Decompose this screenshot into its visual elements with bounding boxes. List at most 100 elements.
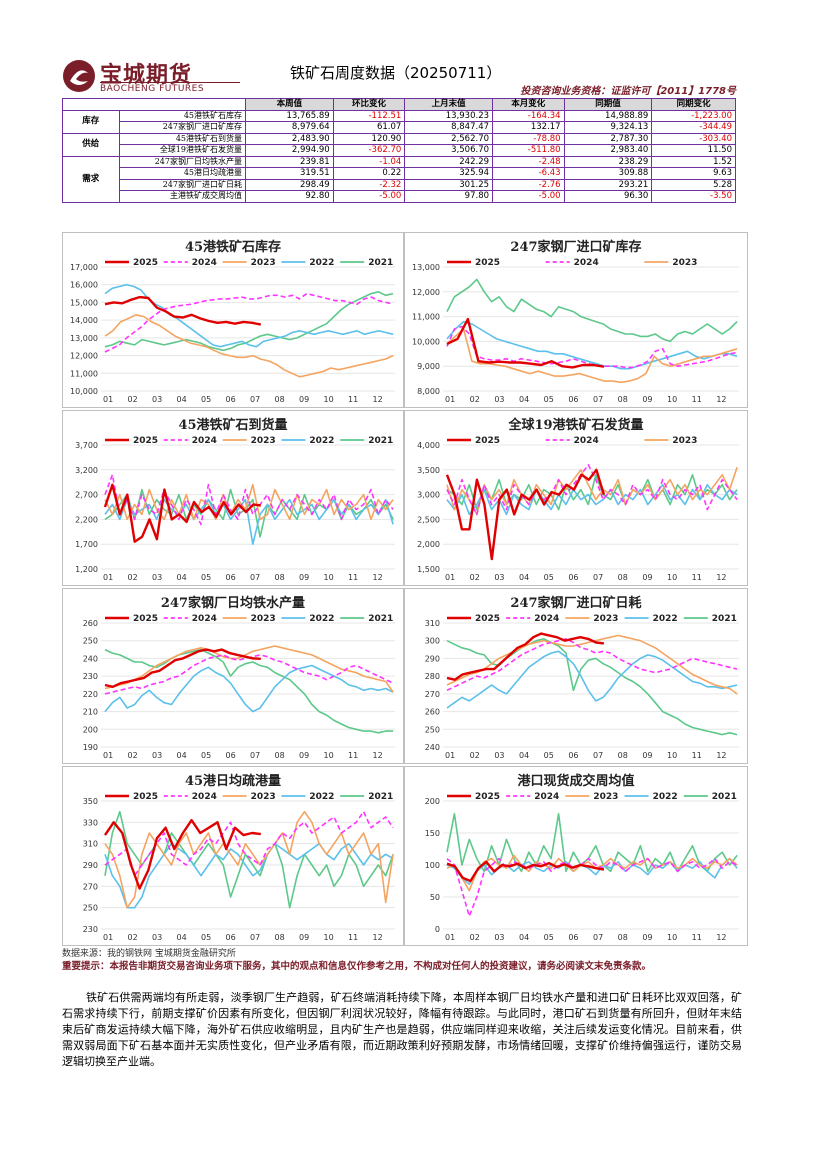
x-tick-label: 07 (250, 395, 260, 404)
legend-label: 2025 (133, 436, 158, 446)
table-cell: 239.81 (245, 155, 334, 168)
x-tick-label: 08 (618, 573, 628, 582)
x-tick-label: 05 (201, 573, 211, 582)
x-tick-label: 07 (593, 751, 603, 760)
x-tick-label: 02 (128, 933, 138, 942)
table-cell: 11.50 (651, 144, 736, 157)
x-tick-label: 08 (275, 933, 285, 942)
table-row: 247家钢厂进口矿库存 8,979.64 61.07 8,847.47 132.17 9,… (63, 121, 736, 134)
table-cell: 96.30 (563, 190, 653, 203)
x-tick-label: 06 (568, 395, 578, 404)
table-cell: -3.50 (651, 190, 736, 203)
table-cell: 13,765.89 (245, 109, 334, 122)
table-cell: 14,988.89 (563, 109, 653, 122)
x-tick-label: 04 (519, 751, 529, 760)
y-tick-label: 310 (425, 619, 440, 628)
series-line-2021 (446, 638, 738, 736)
legend-label: 2024 (534, 792, 559, 802)
table-cell: 97.80 (404, 190, 494, 203)
series-line-2021 (446, 278, 738, 343)
table-row: 需求 247家钢厂日均铁水产量 239.81 -1.04 242.29 -2.48 238.… (62, 155, 736, 203)
x-tick-label: 06 (568, 751, 578, 760)
table-cell: 61.07 (332, 121, 406, 134)
series-line-2024 (104, 810, 394, 877)
brand-divider (100, 82, 240, 83)
series-line-2023 (446, 854, 738, 892)
series-line-2024 (104, 292, 394, 353)
y-tick-label: 240 (83, 654, 98, 663)
table-row: 45港日均疏港量 319.51 0.22 325.94 -6.43 309.88 9.63 (63, 167, 736, 180)
y-tick-label: 3,200 (75, 466, 98, 475)
table-row: 全球19港铁矿石发货量 2,994.90 -362.70 3,506.70 -511.8… (63, 144, 736, 157)
series-line-2025 (445, 468, 606, 561)
x-tick-label: 06 (226, 395, 236, 404)
x-tick-label: 06 (226, 751, 236, 760)
table-header-cell (119, 98, 246, 111)
y-tick-label: 190 (83, 743, 98, 752)
chart-title: 全球19港铁矿石发货量 (507, 417, 643, 433)
table-cell: 120.90 (332, 132, 406, 145)
table-header-cell (62, 98, 119, 111)
x-tick-label: 07 (250, 573, 260, 582)
table-item-label: 45港铁矿石到货量 (118, 132, 246, 145)
chart-title: 247家钢厂进口矿日耗 (510, 595, 641, 611)
x-tick-label: 02 (470, 751, 480, 760)
y-tick-label: 290 (425, 654, 440, 663)
legend-label: 2021 (712, 792, 737, 802)
x-tick-label: 01 (103, 933, 113, 942)
y-tick-label: 14,000 (70, 316, 98, 325)
y-tick-label: 13,000 (70, 334, 98, 343)
x-tick-label: 06 (568, 933, 578, 942)
x-tick-label: 11 (692, 573, 702, 582)
x-tick-label: 08 (275, 395, 285, 404)
legend-label: 2023 (251, 258, 276, 268)
brand-name-en: BAOCHENG FUTURES (100, 84, 205, 94)
legend-label: 2022 (653, 792, 678, 802)
y-tick-label: 1,200 (75, 565, 98, 574)
table-cell: -1.04 (332, 155, 406, 168)
y-tick-label: 150 (425, 829, 440, 838)
legend-label: 2024 (192, 258, 217, 268)
series-line-2021 (446, 473, 738, 511)
table-item-label: 247家钢厂进口矿库存 (118, 121, 246, 134)
series-line-2025 (446, 860, 605, 883)
table-cell: 293.21 (563, 178, 653, 191)
table-cell: 13,930.23 (404, 109, 494, 122)
table-cell: 238.29 (563, 155, 653, 168)
y-tick-label: 260 (425, 708, 440, 717)
table-row: 供给 45港铁矿石到货量 2,483.90 120.90 2,562.70 -78.80 2… (62, 132, 736, 157)
y-tick-label: 100 (425, 861, 440, 870)
legend-label: 2025 (475, 258, 500, 268)
legend-label: 2025 (475, 792, 500, 802)
legend-label: 2023 (251, 614, 276, 624)
x-tick-label: 03 (494, 933, 504, 942)
series-line-2025 (104, 819, 261, 890)
x-tick-label: 10 (667, 933, 677, 942)
y-tick-label: 9,000 (417, 362, 440, 371)
x-tick-label: 03 (494, 573, 504, 582)
y-tick-label: 270 (83, 882, 98, 891)
data-source: 数据来源：我的钢铁网 宝城期货金融研究所 (62, 949, 236, 959)
x-tick-label: 02 (470, 395, 480, 404)
x-tick-label: 08 (275, 751, 285, 760)
chart-mill-inventory: 247家钢厂进口矿库存 2025 2024 2023 8,000 9,000 10,000 1… (404, 232, 748, 408)
y-tick-label: 11,000 (70, 369, 98, 378)
y-tick-label: 210 (83, 708, 98, 717)
chart-title: 45港铁矿石库存 (185, 239, 281, 255)
chart-svg: 247家钢厂进口矿日耗 2025 2024 2023 2022 2021 240 250 260… (425, 595, 739, 760)
x-tick-label: 01 (103, 751, 113, 760)
x-tick-label: 08 (618, 933, 628, 942)
series-line-2021 (446, 812, 738, 873)
x-tick-label: 01 (103, 395, 113, 404)
chart-port-arrivals: 45港铁矿石到货量 2025 2024 2023 2022 2021 1,200 1,700 2… (62, 410, 404, 586)
x-tick-label: 12 (373, 933, 383, 942)
x-tick-label: 05 (544, 573, 554, 582)
y-tick-label: 2,500 (417, 515, 440, 524)
chart-title: 247家钢厂进口矿库存 (510, 239, 641, 255)
y-tick-label: 3,700 (75, 441, 98, 450)
x-tick-label: 08 (275, 573, 285, 582)
series-line-2025 (104, 648, 261, 689)
x-tick-label: 12 (716, 573, 726, 582)
legend-label: 2022 (309, 614, 334, 624)
series-line-2023 (104, 314, 394, 378)
